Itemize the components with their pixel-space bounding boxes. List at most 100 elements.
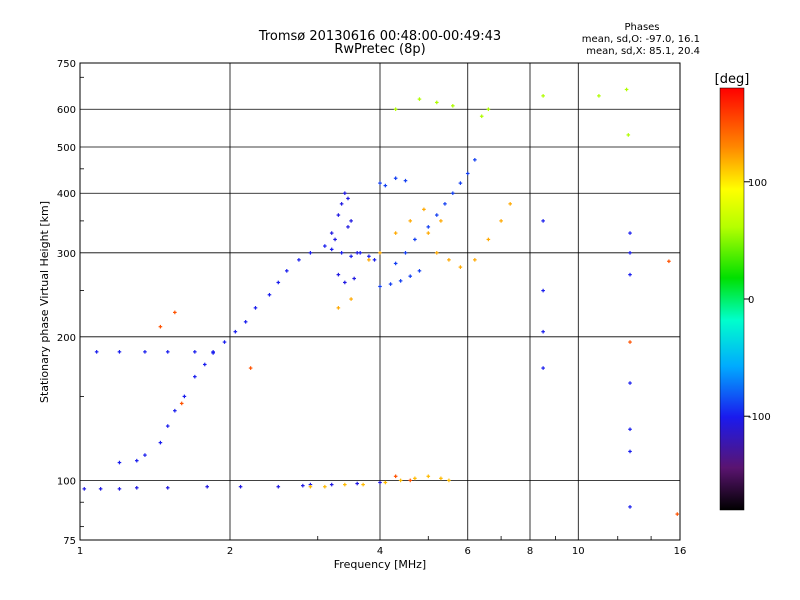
echo-point <box>173 408 177 413</box>
echo-point <box>158 440 163 445</box>
echo-point <box>165 485 170 490</box>
echo-point <box>349 297 353 301</box>
echo-point <box>238 484 243 489</box>
echo-point <box>378 284 382 289</box>
echo-point <box>165 350 170 354</box>
echo-point <box>367 254 371 259</box>
echo-point <box>333 237 337 242</box>
echo-point <box>383 183 388 188</box>
echo-point <box>398 279 403 283</box>
y-tick-label: 200 <box>57 333 76 344</box>
echo-point <box>439 219 443 223</box>
echo-point <box>393 261 398 266</box>
y-tick-label: 75 <box>63 536 76 547</box>
echo-point <box>434 100 439 105</box>
echo-point <box>355 481 359 486</box>
colorbar-ticks: 100 0 -100 <box>744 178 771 423</box>
echo-point <box>349 219 353 223</box>
echo-point <box>499 219 503 223</box>
colorbar-unit-label: [deg] <box>715 72 750 87</box>
echo-point <box>393 474 398 479</box>
echo-point <box>393 107 398 112</box>
echo-point <box>628 231 632 235</box>
echo-point <box>339 202 344 206</box>
echo-point <box>339 251 344 255</box>
echo-point <box>403 251 408 255</box>
y-tick-label: 600 <box>57 105 76 116</box>
echo-point <box>541 366 545 370</box>
x-tick-label: 10 <box>572 546 585 557</box>
echo-point <box>336 272 341 277</box>
echo-point <box>117 487 122 491</box>
echo-point <box>94 350 99 354</box>
y-tick-label: 500 <box>57 143 76 154</box>
echo-point <box>352 276 356 281</box>
phases-x-line: mean, sd,X: 85.1, 20.4 <box>586 46 700 57</box>
echo-point <box>297 258 301 262</box>
echo-point <box>628 340 632 344</box>
echo-point <box>408 274 413 278</box>
echo-point <box>408 219 413 223</box>
echo-point <box>408 478 413 483</box>
echo-point <box>628 449 632 454</box>
echo-point <box>193 350 197 354</box>
echo-point <box>349 254 353 259</box>
echo-point <box>301 483 305 488</box>
x-axis-ticks: 1 2 4 6 8 10 16 <box>77 536 686 557</box>
echo-point <box>134 458 139 463</box>
phases-box: Phases mean, sd,O: -97.0, 16.1 mean, sd,… <box>582 22 700 57</box>
echo-point <box>308 251 313 255</box>
echo-point <box>143 350 147 354</box>
colorbar-gradient <box>719 87 745 511</box>
echo-point <box>343 191 347 196</box>
echo-point <box>628 505 632 509</box>
x-tick-label: 2 <box>227 546 233 557</box>
echo-point <box>243 320 248 324</box>
phases-header: Phases <box>624 22 659 33</box>
echo-point <box>336 306 341 310</box>
echo-point <box>388 282 393 286</box>
echo-point <box>451 104 455 108</box>
echo-point <box>117 350 122 354</box>
echo-point <box>426 474 431 479</box>
echo-point <box>361 482 365 487</box>
echo-point <box>134 485 139 490</box>
echo-point <box>447 478 451 483</box>
y-axis-label: Stationary phase Virtual Height [km] <box>38 201 51 403</box>
echo-point <box>158 324 163 329</box>
echo-point <box>378 480 382 485</box>
echo-point <box>276 484 281 489</box>
echo-point <box>276 280 281 285</box>
x-tick-label: 4 <box>377 546 383 557</box>
echo-point <box>329 482 334 487</box>
echo-point <box>417 97 422 101</box>
colorbar-tick-label: 100 <box>748 178 767 189</box>
echo-point <box>367 258 371 262</box>
echo-point <box>173 310 177 315</box>
echo-point <box>248 366 253 370</box>
echo-points <box>82 87 680 516</box>
echo-point <box>541 219 545 223</box>
echo-point <box>479 114 484 119</box>
echo-point <box>628 427 632 432</box>
echo-point <box>98 487 103 491</box>
echo-point <box>447 258 451 262</box>
x-tick-label: 8 <box>527 546 533 557</box>
y-tick-label: 750 <box>57 59 76 70</box>
colorbar: [deg] 100 0 -100 <box>715 72 771 511</box>
echo-point <box>253 306 258 310</box>
y-tick-label: 100 <box>57 476 76 487</box>
echo-point <box>486 237 491 242</box>
echo-point <box>667 259 671 264</box>
echo-point <box>422 207 426 212</box>
echo-point <box>372 258 377 262</box>
echo-point <box>628 381 632 385</box>
echo-point <box>541 288 545 293</box>
echo-point <box>675 512 680 516</box>
echo-point <box>233 329 238 334</box>
chart-subtitle: RwPretec (8p) <box>334 42 425 57</box>
y-tick-label: 400 <box>57 189 76 200</box>
echo-point <box>211 351 215 355</box>
echo-point <box>413 237 417 242</box>
echo-point <box>413 476 417 481</box>
